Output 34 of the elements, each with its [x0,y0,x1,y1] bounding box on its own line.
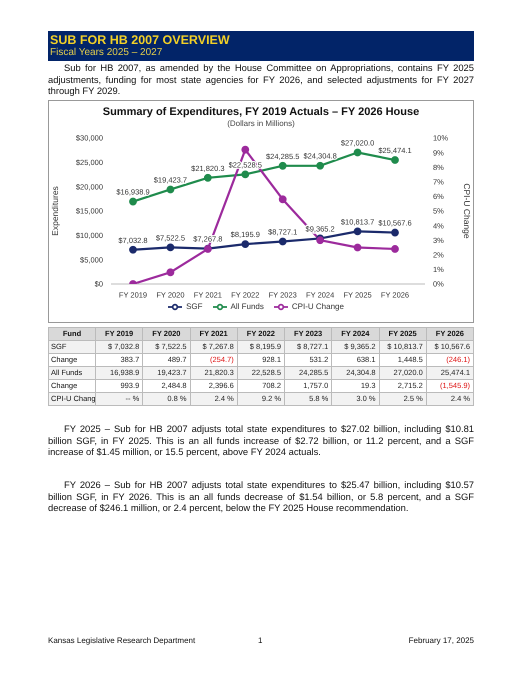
text: FY 2026 – Sub for HB 2007 adjusts total state expenditures to $25.47 billion, including $10.57 billion SGF, in FY 2026. This is an all funds decrease of $1.54 billion, or 5.8 percent, and a SGF decrease of $246.1 million, or 2.4 percent, below the FY 2025 House recommendation. [48,479,474,514]
text: February 17, 2025 [408,636,474,645]
point [241,146,250,154]
point [278,238,287,246]
point [129,246,137,254]
text: SUB FOR HB 2007 OVERVIEW [50,33,231,47]
legend-label: CPI-U Change [292,302,344,312]
text: Kansas Legislative Research Department [48,636,196,645]
chart-title: Summary of Expenditures, FY 2019 Actuals – FY 2026 House [102,106,420,118]
y-axis-title: Expenditures [50,186,60,236]
point [241,240,250,248]
text: FY 2025 – Sub for HB 2007 adjusts total state expenditures to $27.02 billion, including $10.81 billion SGF, in FY 2025. This is an all funds increase of $2.72 billion, or 11.2 percent, and a SGF increase of $1.45 million, or 15.5 percent, above FY 2024 actuals. [48,423,474,458]
point [391,156,399,164]
text: Fiscal Years 2025 – 2027 [50,47,164,58]
legend-label: All Funds [230,302,264,312]
point [354,227,362,236]
point [391,245,399,253]
point [166,243,174,252]
point [354,148,362,156]
point [241,170,250,178]
point [278,162,287,170]
text: Sub for HB 2007, as amended by the House Committee on Appropriations, contains FY 2025 adjustments, funding for most state agencies for FY 2026, and selected adjustments for FY 2027 through FY 2029. [48,62,474,96]
point [166,268,174,276]
point [391,228,399,236]
point [316,162,324,170]
chart-subtitle: (Dollars in Millions) [226,119,296,128]
legend-label: SGF [186,302,203,312]
point [129,198,137,206]
point [166,186,174,194]
y2-axis-title: CPI-U Change [462,183,472,239]
point [354,244,362,252]
point [204,174,212,182]
point [278,195,287,204]
text: 1 [258,636,262,645]
